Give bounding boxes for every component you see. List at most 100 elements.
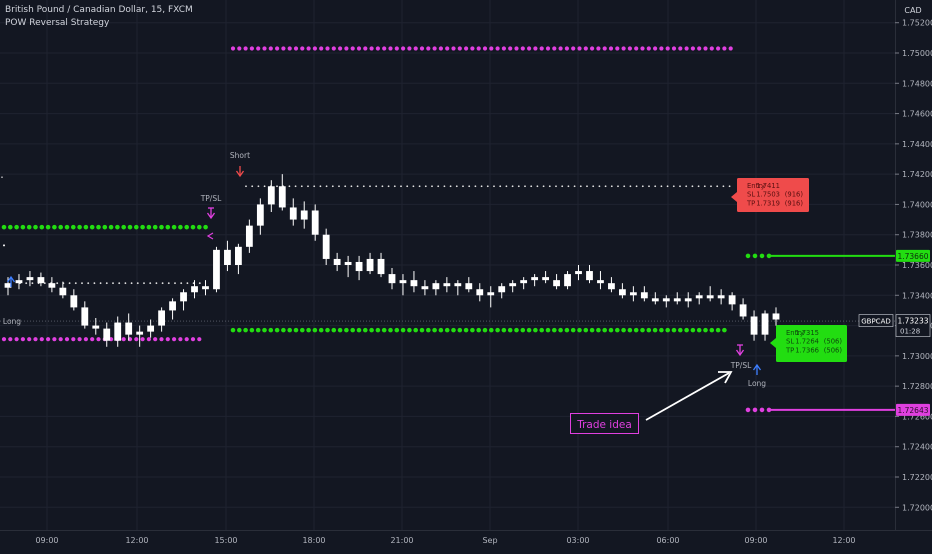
magenta-upper-dots [640,46,645,51]
magenta-upper-dots [495,46,500,51]
white-upper-dots [561,185,564,188]
white-upper-dots [493,185,495,188]
green-lower-dots [300,327,305,333]
green-lower-dots [476,327,482,333]
magenta-upper-dots [627,46,633,51]
white-upper-dots [393,185,396,188]
green-level-label-bg [896,249,930,262]
green-upper-dots [146,224,152,230]
candle-body [4,283,12,288]
magenta-upper-dots [401,46,406,51]
magenta-upper-dots [445,46,450,51]
magenta-upper-dots [520,46,525,51]
candle-body [136,331,144,335]
white-mid-dots [74,282,77,285]
green-lower-dots [615,327,620,333]
green-lower-dots [369,327,374,333]
candle-body [651,298,659,302]
magenta-level-label-bg [896,403,930,416]
green-upper-dots [39,224,45,230]
white-upper-dots [387,185,390,188]
green-upper-dots [33,224,38,230]
level-lines [0,46,895,413]
magenta-upper-dots [293,46,299,51]
green-lower-dots [564,327,570,333]
magenta-upper-dots [319,46,324,51]
signals: Short TP/SL Long TP/SL Long [3,151,766,388]
candle-body [322,234,330,259]
green-upper-dots [96,224,101,230]
tpsl-exit-mark [206,232,214,240]
white-upper-dots [449,185,452,188]
white-upper-dots [344,185,347,188]
white-upper-dots [431,185,433,188]
green-lower-dots [419,327,425,333]
white-upper-dots [356,185,359,188]
tp-green-dots [759,253,765,259]
magenta-upper-dots [653,46,658,51]
time-axis[interactable]: 09:00 12:00 15:00 18:00 21:00 Sep 03:00 06:00 09… [35,536,855,545]
candle-body [158,310,166,326]
green-upper-dots [190,224,196,230]
candle-body [564,274,571,287]
white-dot [3,244,5,247]
green-lower-dots [552,327,557,333]
white-upper-dots [555,185,557,188]
green-upper-dots [83,224,89,230]
long-arrow [752,363,762,371]
magenta-upper-dots [697,46,702,51]
tp-green-dots [752,253,758,259]
green-lower-dots [539,327,544,333]
white-upper-dots [716,185,719,188]
white-upper-dots [703,185,706,188]
white-upper-dots [536,185,539,188]
green-upper-dots [165,224,171,230]
long-trade-box-key: TP [785,346,794,354]
trade-idea-box [570,413,639,434]
signal-label-long: Long [748,379,766,388]
magenta-upper-dots [646,46,651,51]
white-mid-dots [198,282,201,285]
white-upper-dots [331,185,334,188]
magenta-upper-dots [690,46,696,51]
green-lower-dots [407,327,412,333]
white-upper-dots [418,185,421,188]
short-arrow [235,170,245,178]
white-upper-dots [294,185,297,188]
long-trade-box-key: Entry [786,329,804,337]
candle-body [706,295,714,299]
green-lower-dots [665,327,670,333]
white-upper-dots [325,185,328,188]
magenta-upper-dots [564,46,570,51]
magenta-lower-dots [52,337,57,342]
white-upper-dots [381,185,384,188]
candle-body [454,283,462,287]
magenta-upper-dots [583,46,588,51]
green-upper-dots [102,224,108,230]
candle-body [520,280,528,284]
candle-body [575,271,582,275]
x-tick-label: 09:00 [744,536,767,545]
green-lower-dots [400,327,406,333]
magenta-upper-dots [470,46,475,51]
magenta-lower-dots [71,337,76,342]
green-upper-dots [71,224,76,230]
y-tick-label: 1.72600 [902,412,932,421]
magenta-upper-dots [300,46,305,51]
price-axis[interactable]: CAD 1.75200 1.75000 1.74800 1.74600 1.74400 1.… [895,6,932,512]
magenta-upper-dots [571,46,576,51]
white-upper-dots [369,185,371,188]
white-upper-dots [263,185,266,188]
candle-body [180,292,187,302]
white-upper-dots [610,185,613,188]
magenta-upper-dots [369,46,374,51]
magenta-upper-dots [419,46,425,51]
white-mid-dots [143,282,145,285]
indicator-name[interactable]: POW Reversal Strategy [5,18,110,28]
white-upper-dots [617,185,619,188]
candle-body [586,271,593,281]
magenta-upper-dots [545,46,551,51]
candle-body [125,322,133,335]
